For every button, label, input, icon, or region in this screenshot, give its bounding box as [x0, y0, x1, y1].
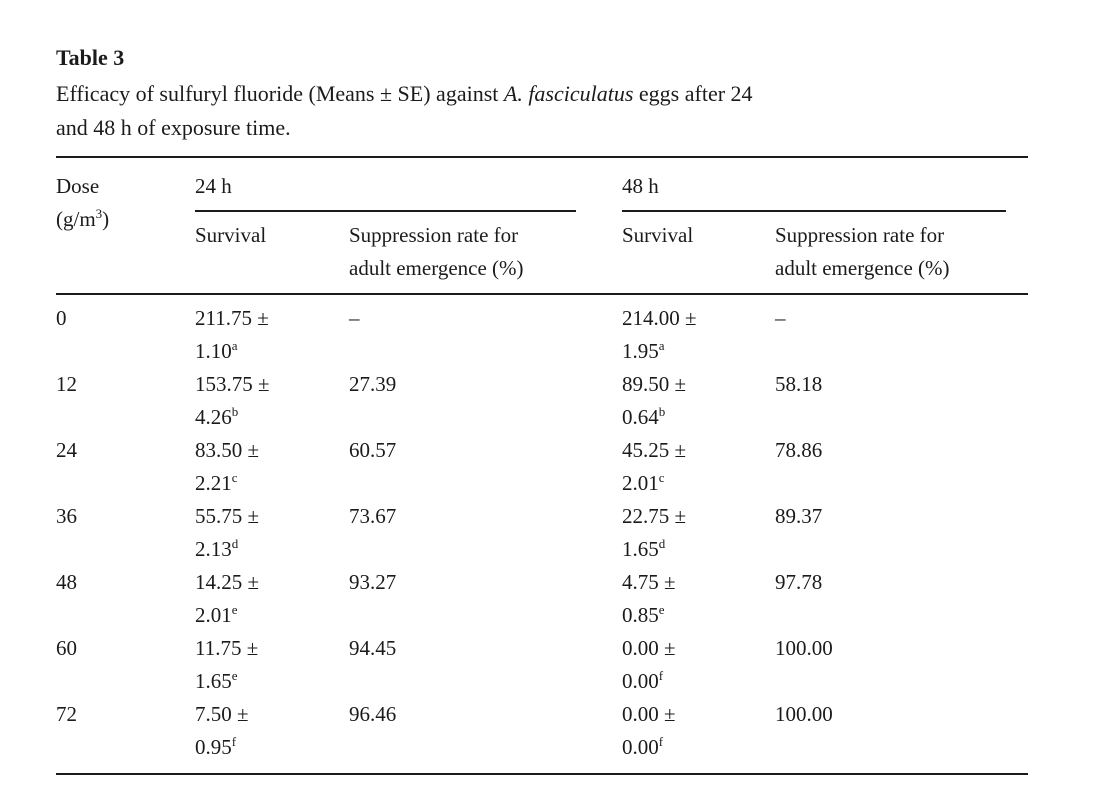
survival-48h-cell: 89.50 ±0.64b: [622, 372, 687, 429]
significance-letter: d: [231, 536, 239, 551]
dose-cell: 72: [56, 702, 77, 726]
suppression-48h-cell: 78.86: [775, 438, 823, 462]
survival-24h-cell: 14.25 ±2.01e: [195, 570, 260, 627]
table-row: 12 153.75 ±4.26b 27.39 89.50 ±0.64b 58.18: [56, 368, 1028, 434]
table-header: Dose (g/m3) 24 h 48 h Survival Suppressio…: [56, 157, 1028, 295]
survival-24h-cell: 55.75 ±2.13d: [195, 504, 260, 561]
suppression-header-line1: Suppression rate for: [775, 223, 945, 247]
column-group-48h: 48 h: [622, 157, 1028, 212]
dose-cell: 48: [56, 570, 77, 594]
column-header-suppression-24h: Suppression rate for adult emergence (%): [349, 212, 622, 295]
survival-48h-cell: 0.00 ±0.00f: [622, 702, 676, 759]
suppression-24h-cell: 73.67: [349, 504, 397, 528]
suppression-24h-cell: 27.39: [349, 372, 397, 396]
survival-24h-cell: 7.50 ±0.95f: [195, 702, 249, 759]
dose-unit-exponent: 3: [95, 206, 103, 221]
table-row: 60 11.75 ±1.65e 94.45 0.00 ±0.00f 100.00: [56, 632, 1028, 698]
suppression-header-line2: adult emergence (%): [349, 256, 524, 280]
table-label: Table 3: [56, 45, 125, 70]
dose-cell: 0: [56, 306, 67, 330]
dose-label: Dose: [56, 174, 100, 198]
significance-letter: a: [231, 338, 238, 353]
suppression-48h-cell: 97.78: [775, 570, 823, 594]
significance-letter: f: [231, 734, 237, 749]
suppression-48h-cell: 89.37: [775, 504, 823, 528]
suppression-48h-cell: 58.18: [775, 372, 823, 396]
suppression-48h-cell: –: [775, 306, 786, 330]
suppression-header-line1: Suppression rate for: [349, 223, 519, 247]
table-caption: Efficacy of sulfuryl fluoride (Means ± S…: [56, 77, 1041, 145]
column-header-survival-48h: Survival: [622, 212, 775, 295]
table-row: 36 55.75 ±2.13d 73.67 22.75 ±1.65d 89.37: [56, 500, 1028, 566]
dose-cell: 24: [56, 438, 77, 462]
group-label-24h: 24 h: [195, 170, 576, 212]
survival-48h-cell: 0.00 ±0.00f: [622, 636, 676, 693]
efficacy-table: Dose (g/m3) 24 h 48 h Survival Suppressio…: [56, 156, 1028, 775]
survival-24h-cell: 11.75 ±1.65e: [195, 636, 259, 693]
caption-text-line1-prefix: Efficacy of sulfuryl fluoride (Means ± S…: [56, 81, 504, 106]
dose-cell: 60: [56, 636, 77, 660]
suppression-24h-cell: 93.27: [349, 570, 397, 594]
table-body: 0 211.75 ±1.10a – 214.00 ±1.95a – 12 153.75 ±4…: [56, 294, 1028, 774]
dose-unit-open: (g/m: [56, 207, 96, 231]
suppression-24h-cell: 60.57: [349, 438, 397, 462]
survival-48h-cell: 22.75 ±1.65d: [622, 504, 687, 561]
dose-cell: 36: [56, 504, 77, 528]
significance-letter: c: [231, 470, 238, 485]
species-name: A. fasciculatus: [503, 81, 634, 106]
suppression-24h-cell: –: [349, 306, 360, 330]
significance-letter: c: [658, 470, 665, 485]
column-header-suppression-48h: Suppression rate for adult emergence (%): [775, 212, 1028, 295]
significance-letter: e: [231, 602, 238, 617]
survival-48h-cell: 45.25 ±2.01c: [622, 438, 687, 495]
significance-letter: a: [658, 338, 665, 353]
suppression-header-line2: adult emergence (%): [775, 256, 950, 280]
survival-24h-cell: 211.75 ±1.10a: [195, 306, 269, 363]
table-row: 72 7.50 ±0.95f 96.46 0.00 ±0.00f 100.00: [56, 698, 1028, 774]
table-row: 0 211.75 ±1.10a – 214.00 ±1.95a –: [56, 294, 1028, 368]
paper-page: Table 3 Efficacy of sulfuryl fluoride (M…: [56, 45, 1041, 775]
dose-unit-close: ): [102, 207, 110, 231]
suppression-24h-cell: 96.46: [349, 702, 397, 726]
header-group-row: Dose (g/m3) 24 h 48 h: [56, 157, 1028, 295]
table-row: 24 83.50 ±2.21c 60.57 45.25 ±2.01c 78.86: [56, 434, 1028, 500]
significance-letter: f: [658, 734, 664, 749]
survival-24h-cell: 83.50 ±2.21c: [195, 438, 260, 495]
dose-cell: 12: [56, 372, 77, 396]
significance-letter: b: [231, 404, 239, 419]
suppression-48h-cell: 100.00: [775, 636, 833, 660]
column-group-24h: 24 h: [195, 157, 622, 212]
significance-letter: e: [658, 602, 665, 617]
column-header-dose: Dose (g/m3): [56, 157, 195, 295]
table-row: 48 14.25 ±2.01e 93.27 4.75 ±0.85e 97.78: [56, 566, 1028, 632]
caption-text-line1-suffix: eggs after 24: [633, 81, 753, 106]
suppression-48h-cell: 100.00: [775, 702, 833, 726]
survival-24h-cell: 153.75 ±4.26b: [195, 372, 270, 429]
header-sub-row: Survival Suppression rate for adult emerg…: [56, 212, 1028, 295]
significance-letter: d: [658, 536, 666, 551]
suppression-24h-cell: 94.45: [349, 636, 397, 660]
significance-letter: b: [658, 404, 666, 419]
significance-letter: f: [658, 668, 664, 683]
caption-text-line2: and 48 h of exposure time.: [56, 115, 291, 140]
group-label-48h: 48 h: [622, 170, 1006, 212]
significance-letter: e: [231, 668, 238, 683]
survival-48h-cell: 214.00 ±1.95a: [622, 306, 697, 363]
survival-48h-cell: 4.75 ±0.85e: [622, 570, 676, 627]
column-header-survival-24h: Survival: [195, 212, 349, 295]
